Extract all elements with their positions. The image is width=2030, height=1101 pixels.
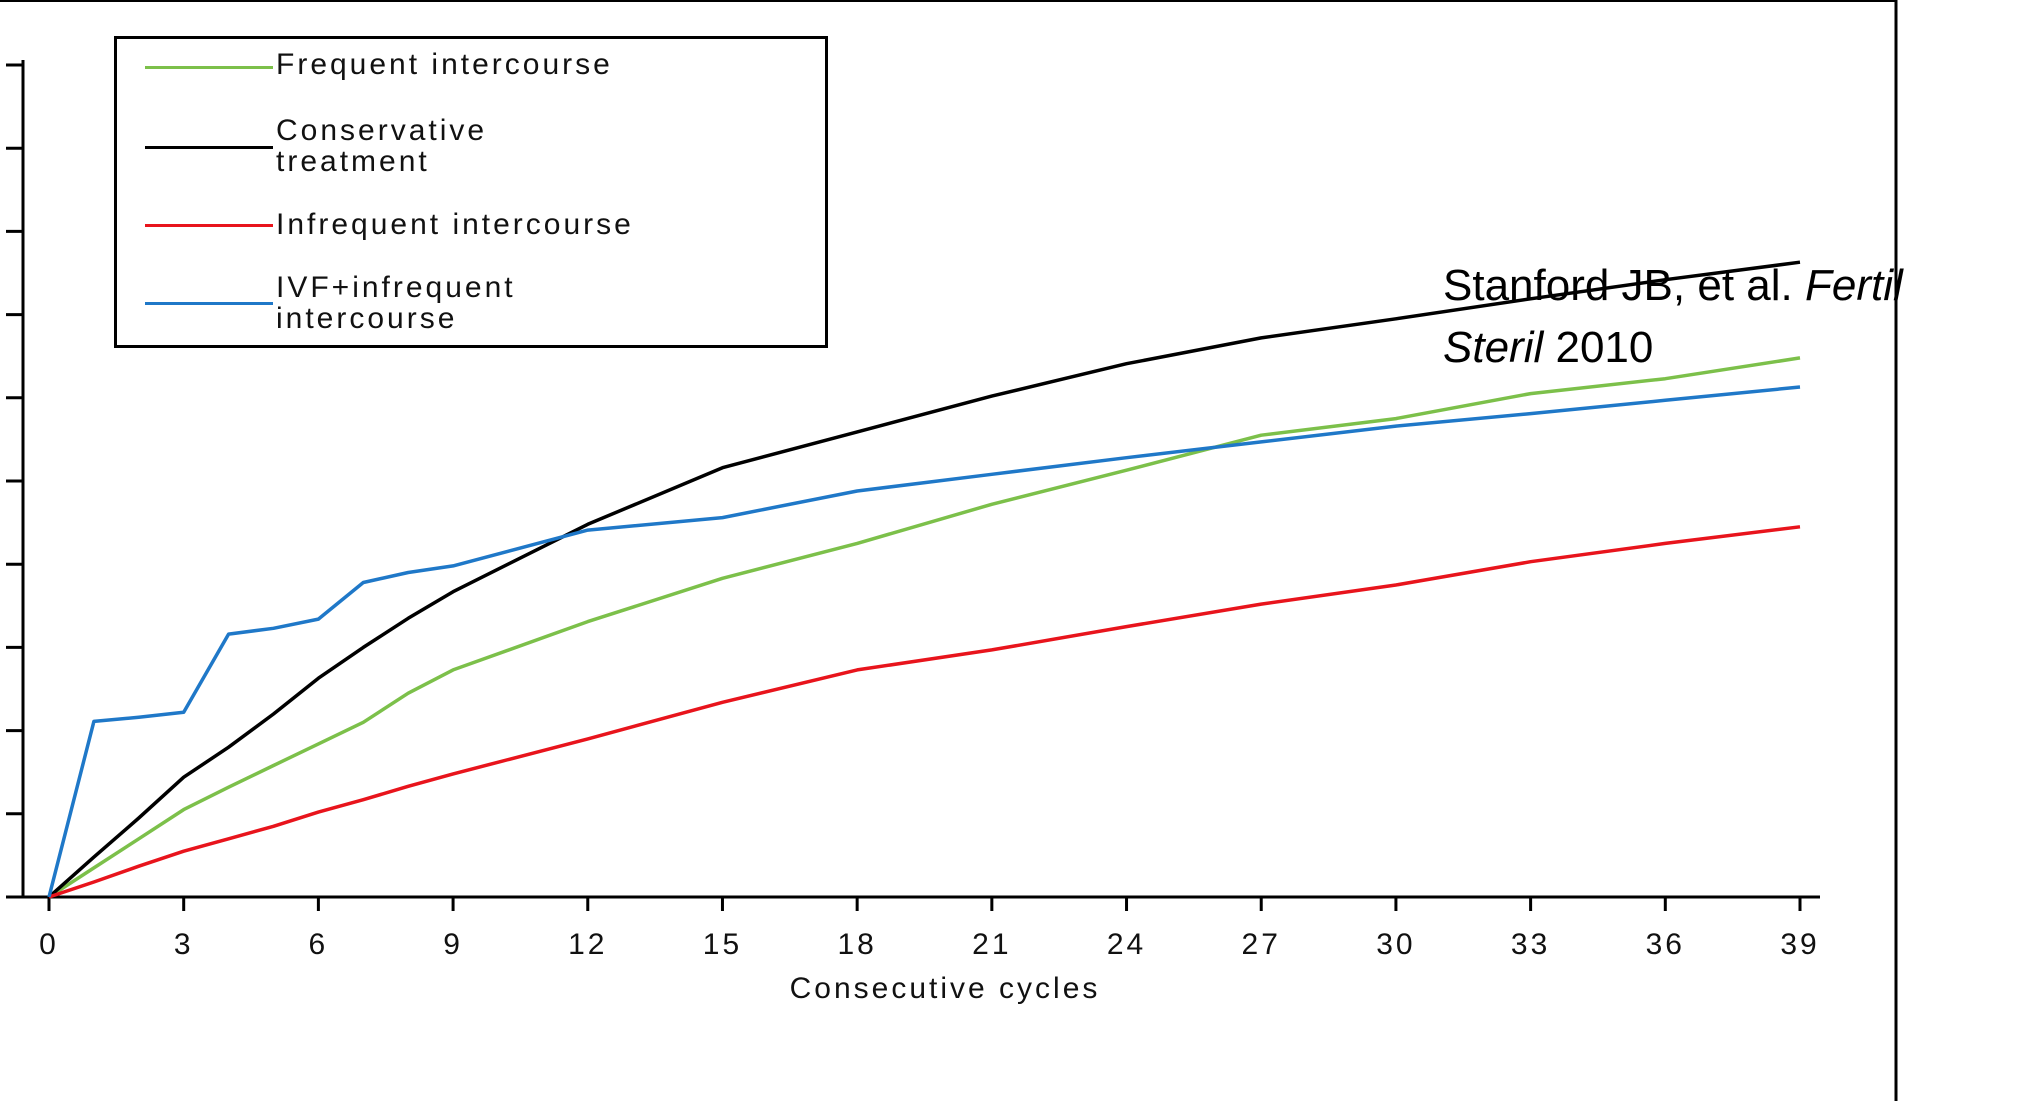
citation-authors: Stanford JB, et al. (1443, 261, 1793, 310)
series-line (48, 525, 1801, 899)
x-tick-label: 24 (1107, 928, 1146, 961)
x-axis-label: Consecutive cycles (790, 972, 1101, 1005)
legend-swatch (145, 146, 273, 149)
x-tick-label: 21 (972, 928, 1011, 961)
x-tick-label: 3 (174, 928, 194, 961)
annotation: Stanford JB, et al. Fertil Steril 2010 (1443, 255, 1903, 379)
citation-journal: Fertil Steril (1443, 261, 1903, 372)
legend-label: Frequent intercourse (276, 48, 613, 81)
x-tick-label: 27 (1242, 928, 1281, 961)
x-tick-label: 12 (568, 928, 607, 961)
legend-label: Infrequent intercourse (276, 208, 634, 241)
series-line (48, 356, 1801, 899)
legend: Frequent intercourse Conservative treatme… (114, 36, 828, 348)
legend-label: IVF+infrequent intercourse (276, 271, 516, 335)
x-tick-label: 36 (1646, 928, 1685, 961)
x-tick-label: 15 (703, 928, 742, 961)
x-tick-label: 39 (1780, 928, 1819, 961)
legend-swatch (145, 224, 273, 227)
legend-swatch (145, 302, 273, 305)
citation-year: 2010 (1555, 323, 1654, 372)
x-tick-label: 6 (309, 928, 329, 961)
series-line (47, 385, 1801, 898)
series-line (47, 260, 1801, 899)
legend-swatch (145, 66, 273, 69)
x-tick-label: 9 (443, 928, 463, 961)
x-tick-label: 18 (837, 928, 876, 961)
x-tick-label: 30 (1376, 928, 1415, 961)
legend-label: Conservative treatment (276, 114, 488, 178)
x-tick-label: 0 (39, 928, 59, 961)
x-tick-label: 33 (1511, 928, 1550, 961)
